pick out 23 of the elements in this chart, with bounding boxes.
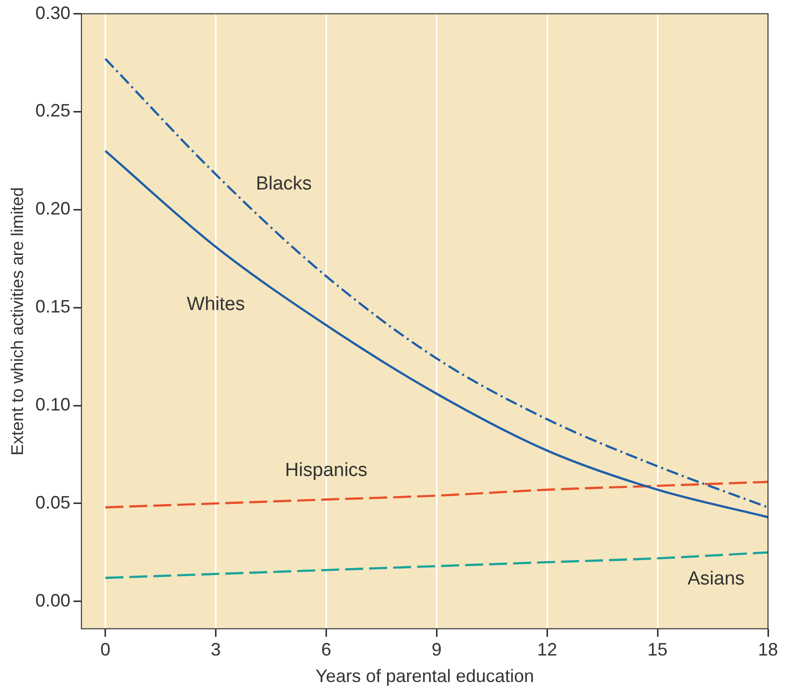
y-tick-label: 0.25 (35, 100, 70, 121)
y-tick-label: 0.30 (35, 2, 70, 23)
x-tick-label: 12 (537, 640, 558, 660)
y-tick-label: 0.15 (35, 296, 70, 317)
x-tick-label: 18 (758, 640, 778, 660)
y-tick-label: 0.10 (35, 394, 70, 414)
line-series (104, 150, 768, 518)
y-tick-label: 0.20 (35, 198, 70, 219)
x-tick-label: 9 (432, 640, 442, 660)
y-axis-title: Extent to which activities are limited (8, 187, 27, 456)
line-series (104, 480, 768, 508)
series-label: Whites (186, 294, 245, 316)
y-tick-label: 0.05 (35, 492, 70, 512)
x-tick-label: 15 (648, 640, 668, 660)
series-label: Hispanics (285, 460, 368, 481)
series-label: Asians (687, 568, 745, 590)
x-tick-label: 6 (321, 640, 332, 660)
y-tick-label: 0.00 (35, 590, 70, 610)
x-tick-label: 0 (100, 640, 110, 660)
x-axis-title: Years of parental education (315, 666, 534, 686)
series-label: Blacks (256, 174, 312, 195)
x-tick-label: 3 (210, 640, 221, 660)
line-series (104, 58, 768, 508)
